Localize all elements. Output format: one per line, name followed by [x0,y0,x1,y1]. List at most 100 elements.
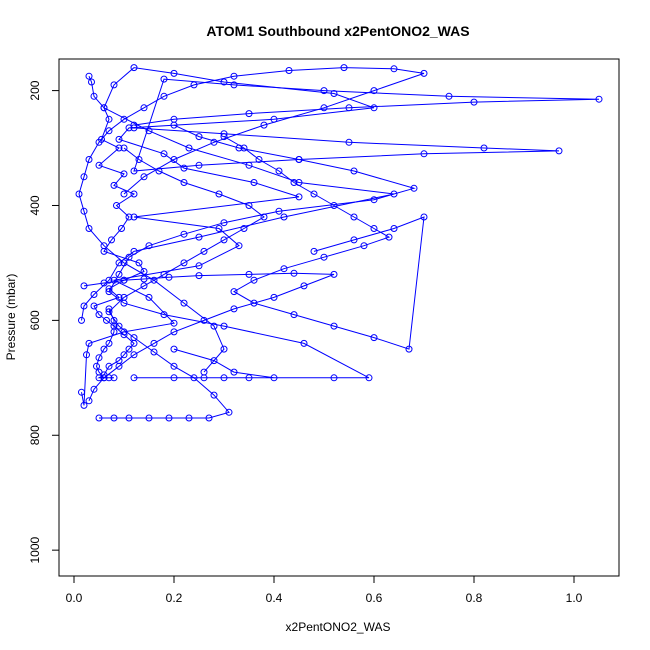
data-point [93,362,100,370]
y-tick-label: 1000 [28,536,42,563]
data-point [160,311,168,319]
data-point [195,133,203,141]
series-line [78,67,425,373]
data-point [240,225,248,232]
data-point [115,270,123,278]
data-point [220,345,228,353]
data-point [365,374,373,382]
data-point [160,150,168,158]
data-point [130,351,138,359]
plot-frame [58,58,620,577]
data-point [130,167,138,175]
data-point [350,236,358,244]
data-point [100,345,108,353]
data-point [170,374,178,382]
x-tick-label: 0.2 [166,591,183,605]
data-point [180,230,188,238]
series-line [133,78,600,172]
data-point [215,190,223,198]
data-point [470,98,478,106]
data-point [120,259,128,267]
data-point [235,242,243,250]
y-tick-label: 400 [28,195,42,215]
data-point [100,104,108,112]
x-axis-label: x2PentONO2_WAS [286,620,391,634]
data-series [78,64,398,409]
data-point [105,308,113,316]
chart-title: ATOM1 Southbound x2PentONO2_WAS [206,23,469,39]
data-point [345,104,353,112]
data-point [105,288,113,296]
data-point [110,181,118,189]
data-series [130,75,603,175]
data-point [195,262,203,270]
series-line [99,147,265,419]
data-point [115,362,123,370]
data-point [180,179,188,186]
data-point [125,253,133,261]
data-point [113,202,120,209]
data-point [115,322,123,330]
data-point [103,316,110,324]
data-point [370,334,378,342]
data-point [230,305,238,313]
data-point [370,104,378,112]
data-point [95,161,103,169]
data-point [145,293,153,301]
plot-area [75,64,603,422]
data-point [85,339,93,347]
x-tick-label: 0.0 [66,591,83,605]
data-point [120,190,128,198]
data-point [170,115,178,123]
data-point [385,233,393,241]
data-point [135,259,143,267]
data-point [310,190,318,198]
data-point [85,72,93,80]
data-point [80,282,88,290]
data-point [85,225,93,232]
data-point [195,233,203,241]
data-point [90,291,98,298]
data-point [350,213,358,221]
data-point [90,385,98,393]
data-point [165,414,173,422]
x-axis: 0.0 0.2 0.4 0.6 0.8 1.0 [66,576,583,605]
data-point [90,302,98,310]
data-point [130,64,138,72]
series-line [108,124,416,379]
data-point [270,293,278,301]
data-point [130,190,138,198]
data-point [120,276,128,284]
data-point [130,121,138,129]
data-point [245,202,253,209]
data-point [130,374,138,382]
data-point [120,115,128,123]
data-point [120,299,128,307]
data-point [210,357,218,365]
data-point [180,164,188,172]
data-point [330,90,338,97]
data-point [230,288,238,296]
data-point [130,334,138,342]
data-point [150,348,158,356]
data-point [420,213,428,221]
series-line [88,76,145,379]
data-point [390,190,398,198]
data-point [290,311,298,319]
data-point [210,322,218,330]
data-point [140,104,148,112]
y-tick-label: 600 [28,310,42,330]
data-point [95,414,103,422]
data-point [250,299,258,307]
data-series [75,64,428,376]
data-point [185,144,193,152]
data-point [390,65,398,73]
y-tick-label: 200 [28,80,42,100]
data-point [110,316,118,324]
data-point [215,225,223,232]
data-point [83,351,90,359]
y-axis: 200 400 600 800 1000 [28,80,59,564]
data-point [200,316,208,324]
data-point [200,247,208,255]
